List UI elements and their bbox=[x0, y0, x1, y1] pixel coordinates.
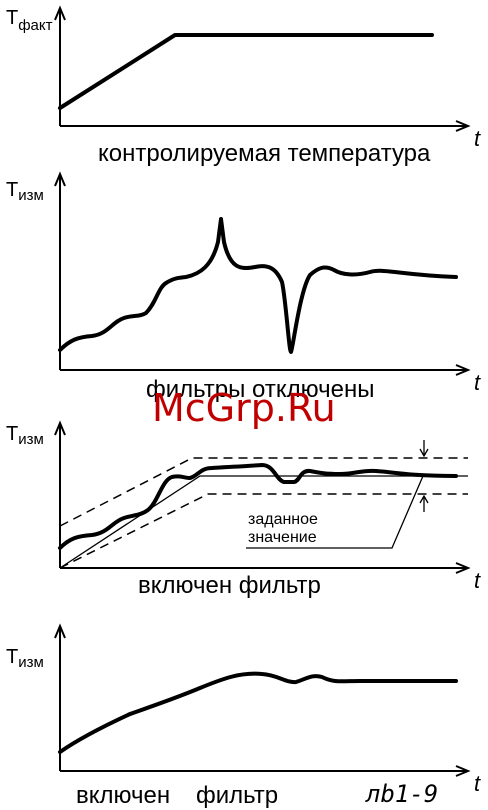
panel-1-y-label: Tфакт bbox=[6, 7, 53, 34]
panel-2-y-label: Tизм bbox=[6, 179, 44, 204]
panel-3-measured-curve bbox=[58, 463, 458, 550]
panel-3-upper-tolerance-line bbox=[59, 457, 468, 527]
panel-2-x-label: t bbox=[474, 370, 481, 395]
panel-3-x-axis bbox=[60, 562, 471, 574]
panel-1-x-axis bbox=[60, 120, 471, 132]
panel-3-lower-tolerance-line bbox=[59, 493, 468, 569]
panel-3-y-label: Tизм bbox=[6, 423, 44, 448]
panel-2-y-axis bbox=[54, 171, 66, 370]
panel-4-x-label: t bbox=[474, 771, 481, 796]
panel-4-y-axis bbox=[54, 623, 66, 771]
panel-1: Tфакт t контролируемая температура bbox=[6, 5, 481, 167]
panel-1-x-label: t bbox=[474, 126, 481, 151]
panel-2-x-axis bbox=[60, 364, 471, 376]
panel-4-caption-word-1: включен bbox=[76, 782, 170, 809]
panel-1-temperature-curve bbox=[58, 33, 434, 110]
panel-2-caption: фильтры отключены bbox=[146, 376, 374, 403]
panel-1-caption: контролируемая температура bbox=[98, 140, 431, 167]
panel-4-y-label: Tизм bbox=[6, 646, 44, 671]
panel-2-measured-curve bbox=[58, 217, 458, 354]
panel-4-measured-curve bbox=[58, 671, 458, 754]
panel-3: Tизм t заданное значение включен фильтр bbox=[6, 420, 481, 599]
panel-2: Tизм t фильтры отключены bbox=[6, 171, 481, 403]
panel-4-x-axis bbox=[60, 765, 471, 777]
watermark: McGrp.Ru bbox=[152, 386, 336, 430]
panel-3-bottom-arrow bbox=[419, 494, 429, 512]
panel-3-y-axis bbox=[54, 420, 66, 568]
panel-3-caption: включен фильтр bbox=[138, 572, 321, 599]
panel-3-annotation-line-2: значение bbox=[248, 529, 317, 546]
panel-3-annotation-line-1: заданное bbox=[248, 511, 318, 528]
panel-3-annotation-leader bbox=[246, 475, 424, 549]
figure-code-label: лb1-9 bbox=[365, 780, 438, 808]
panel-3-top-arrow bbox=[419, 440, 429, 458]
panel-3-x-label: t bbox=[474, 568, 481, 593]
panel-4-caption-word-2: фильтр bbox=[196, 782, 278, 809]
panel-3-setpoint-line bbox=[59, 475, 468, 569]
panel-4: Tизм t включен фильтр лb1-9 bbox=[6, 623, 481, 809]
